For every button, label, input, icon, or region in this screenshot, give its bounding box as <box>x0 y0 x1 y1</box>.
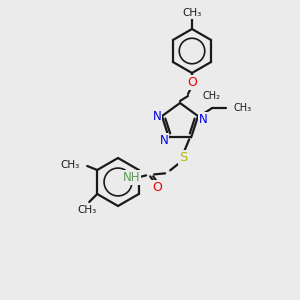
Text: O: O <box>152 181 162 194</box>
Text: CH₃: CH₃ <box>233 103 251 113</box>
Text: N: N <box>153 110 161 123</box>
Text: CH₃: CH₃ <box>182 8 202 18</box>
Text: CH₃: CH₃ <box>60 160 79 170</box>
Text: CH₃: CH₃ <box>78 205 97 215</box>
Text: NH: NH <box>122 171 140 184</box>
Text: S: S <box>179 151 188 164</box>
Text: N: N <box>199 112 207 126</box>
Text: CH₂: CH₂ <box>202 91 220 101</box>
Text: O: O <box>187 76 197 88</box>
Text: N: N <box>160 134 168 147</box>
